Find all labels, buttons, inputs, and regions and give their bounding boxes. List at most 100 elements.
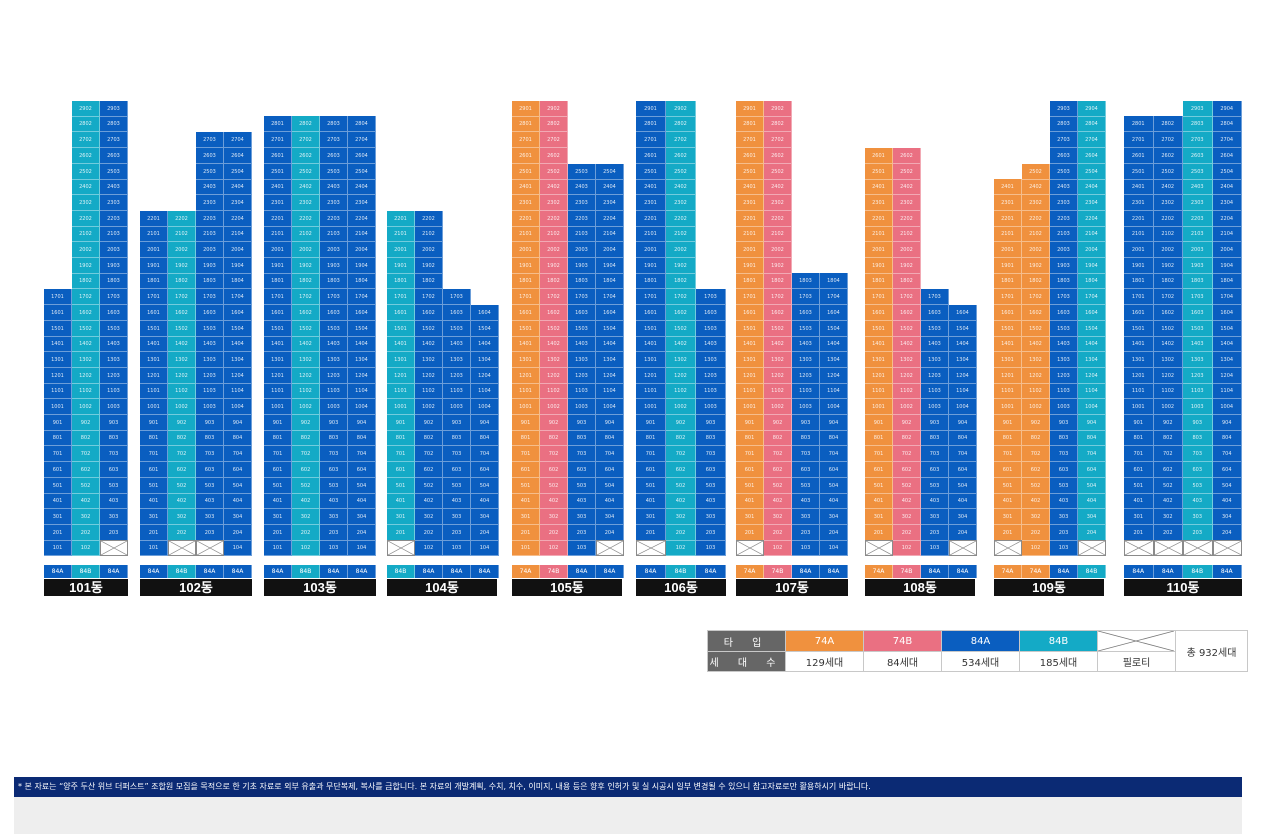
unit-cell: 1101 — [994, 383, 1022, 400]
unit-cell: 2503 — [568, 163, 596, 180]
unit-cell: 201 — [44, 524, 72, 541]
unit-cell: 603 — [443, 461, 471, 478]
building-9: 1012013014015016017018019011001110112011… — [994, 98, 1106, 557]
unit-cell: 503 — [568, 477, 596, 494]
unit-cell: 1602 — [415, 304, 443, 321]
unit-cell: 1902 — [1153, 257, 1183, 274]
unit-cell: 1101 — [736, 383, 764, 400]
unit-cell: 1901 — [387, 257, 415, 274]
unit-cell: 701 — [636, 446, 666, 463]
unit-cell: 303 — [1183, 508, 1213, 525]
unit-cell: 1301 — [512, 351, 540, 368]
unit-cell: 2804 — [1212, 116, 1242, 133]
unit-cell: 1401 — [994, 336, 1022, 353]
unit-cell: 1404 — [1078, 336, 1106, 353]
unit-cell: 301 — [736, 508, 764, 525]
unit-cell: 201 — [512, 524, 540, 541]
legend-total: 총 932세대 — [1175, 630, 1248, 672]
unit-cell: 901 — [865, 414, 893, 431]
building-label: 110동 — [1124, 579, 1242, 596]
unit-cell: 804 — [471, 430, 499, 447]
unit-cell: 1901 — [140, 257, 168, 274]
unit-cell: 902 — [893, 414, 921, 431]
unit-cell: 2701 — [512, 132, 540, 149]
unit-cell: 1102 — [666, 383, 696, 400]
unit-cell: 1304 — [596, 351, 624, 368]
unit-cell: 1301 — [264, 351, 292, 368]
type-cell: 74B — [540, 565, 568, 578]
unit-cell: 2103 — [100, 226, 128, 243]
unit-cell: 904 — [820, 414, 848, 431]
unit-cell: 1403 — [320, 336, 348, 353]
unit-cell: 401 — [512, 493, 540, 510]
unit-cell: 501 — [512, 477, 540, 494]
unit-cell: 204 — [224, 524, 252, 541]
unit-cell: 1301 — [736, 351, 764, 368]
unit-cell: 1304 — [224, 351, 252, 368]
type-cell: 84A — [320, 565, 348, 578]
unit-cell: 2001 — [140, 242, 168, 258]
pilotis-cell — [1212, 540, 1242, 556]
unit-cell: 2502 — [1153, 163, 1183, 180]
unit-cell: 2703 — [100, 132, 128, 149]
unit-cell: 301 — [636, 508, 666, 525]
unit-cell: 1701 — [512, 289, 540, 306]
unit-cell: 2802 — [72, 116, 100, 133]
unit-cell: 2803 — [1050, 116, 1078, 133]
unit-cell: 2301 — [512, 194, 540, 211]
unit-cell: 702 — [666, 446, 696, 463]
unit-cell: 2401 — [736, 179, 764, 196]
unit-column: 1012013014015016017018019011001110112011… — [994, 98, 1022, 557]
unit-cell: 1501 — [994, 320, 1022, 337]
unit-cell: 404 — [1078, 493, 1106, 510]
unit-cell: 1004 — [348, 399, 376, 415]
unit-cell: 1402 — [415, 336, 443, 353]
unit-cell: 802 — [72, 430, 100, 447]
unit-cell: 2703 — [196, 132, 224, 149]
unit-cell: 2601 — [264, 147, 292, 164]
unit-cell: 1102 — [72, 383, 100, 400]
pilotis-cell — [168, 540, 196, 556]
unit-cell: 1102 — [764, 383, 792, 400]
unit-cell: 2004 — [1212, 242, 1242, 258]
unit-cell: 1201 — [512, 367, 540, 384]
unit-cell: 1401 — [865, 336, 893, 353]
unit-cell: 1302 — [666, 351, 696, 368]
unit-cell: 1201 — [636, 367, 666, 384]
unit-cell: 2504 — [1212, 163, 1242, 180]
unit-cell: 2402 — [72, 179, 100, 196]
unit-cell: 1901 — [512, 257, 540, 274]
unit-cell: 2002 — [540, 242, 568, 258]
unit-cell: 1501 — [865, 320, 893, 337]
unit-cell: 304 — [224, 508, 252, 525]
unit-cell: 2003 — [100, 242, 128, 258]
unit-cell: 2004 — [1078, 242, 1106, 258]
unit-cell: 603 — [100, 461, 128, 478]
unit-cell: 1404 — [949, 336, 977, 353]
pilotis-cell — [1153, 540, 1183, 556]
unit-cell: 402 — [764, 493, 792, 510]
unit-cell: 2304 — [348, 194, 376, 211]
unit-cell: 1603 — [1183, 304, 1213, 321]
unit-cell: 1302 — [1153, 351, 1183, 368]
unit-cell: 502 — [893, 477, 921, 494]
unit-cell: 804 — [224, 430, 252, 447]
unit-cell: 302 — [415, 508, 443, 525]
unit-cell: 302 — [764, 508, 792, 525]
unit-cell: 1901 — [865, 257, 893, 274]
unit-cell: 2902 — [540, 100, 568, 117]
unit-cell: 2804 — [348, 116, 376, 133]
unit-cell: 2901 — [512, 100, 540, 117]
unit-cell: 1001 — [44, 399, 72, 415]
unit-cell: 304 — [1212, 508, 1242, 525]
unit-cell: 1502 — [72, 320, 100, 337]
unit-cell: 501 — [264, 477, 292, 494]
unit-cell: 1401 — [264, 336, 292, 353]
unit-cell: 404 — [820, 493, 848, 510]
unit-cell: 2202 — [292, 210, 320, 227]
type-cell: 84A — [348, 565, 376, 578]
unit-cell: 202 — [540, 524, 568, 541]
